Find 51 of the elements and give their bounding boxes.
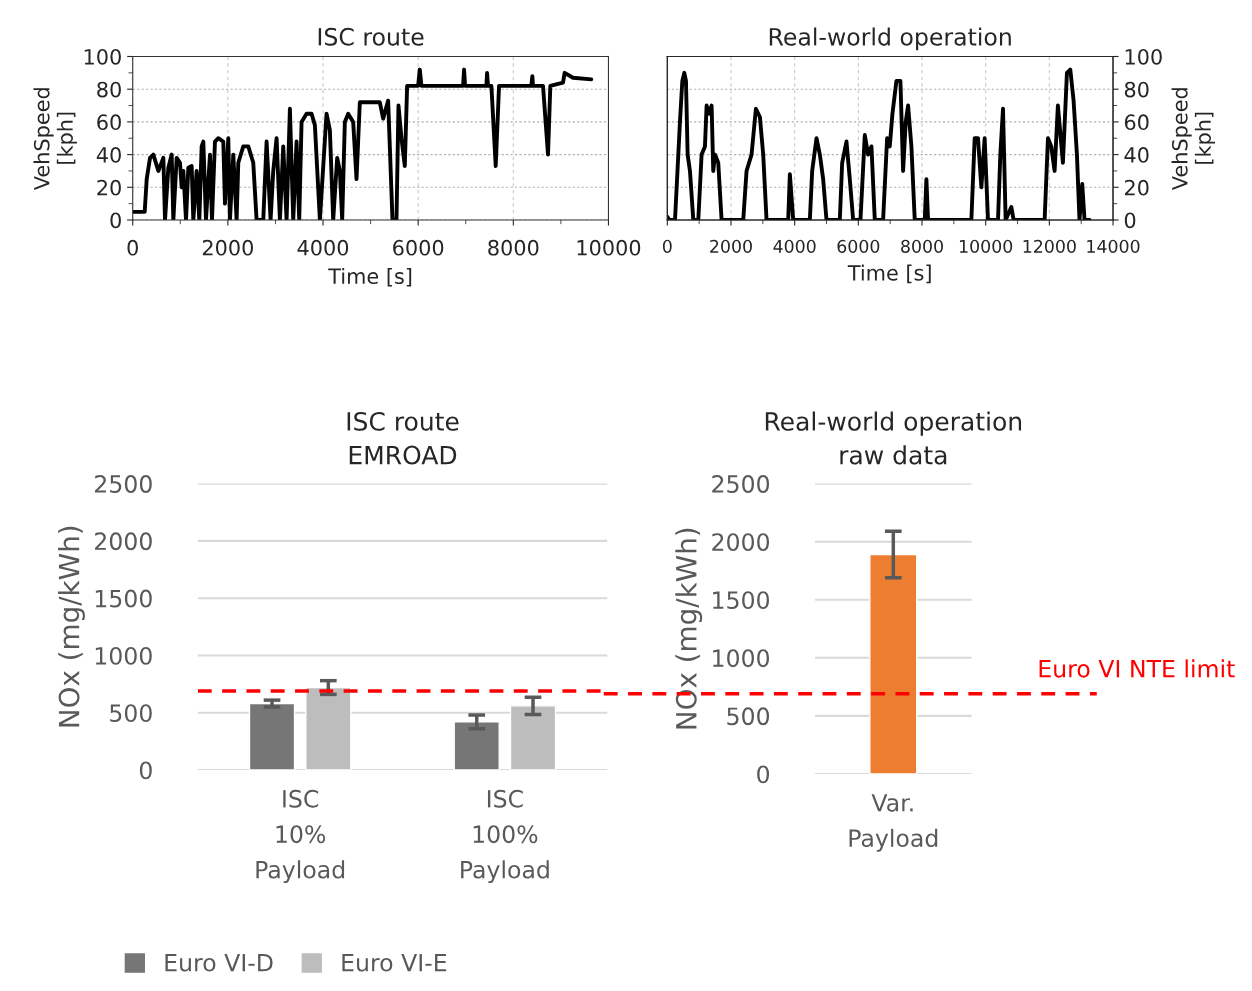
x-tick-label: 4000 <box>297 239 349 256</box>
y-tick-label: 20 <box>97 179 121 196</box>
y2-tick-label: 20 <box>1124 179 1149 196</box>
x-tick-label: 14000 <box>1087 239 1140 253</box>
y-tick-label: 2500 <box>95 475 152 493</box>
chart-title: ISC route EMROAD <box>347 411 459 465</box>
y2-axis-title: VehSpeed [kph] <box>1171 88 1216 191</box>
x-tick-label: 6000 <box>393 239 444 256</box>
y2-tick-label: 60 <box>1124 114 1149 131</box>
x-tick-label: 2000 <box>202 239 253 256</box>
x-tick-label: ISC 100% Payload <box>461 789 549 884</box>
y-tick-label: 0 <box>757 765 770 784</box>
y-tick-label: 2000 <box>95 532 152 551</box>
x-tick-label: 10000 <box>577 239 641 256</box>
y-tick-label: 0 <box>110 212 121 229</box>
y-tick-label: 80 <box>97 81 121 98</box>
y2-tick-label: 100 <box>1125 48 1162 65</box>
x-axis-title: Time [s] <box>847 264 931 284</box>
x-tick-label: Var. Payload <box>849 794 938 852</box>
y-axis-title: NOx (mg/kWh) <box>58 526 85 727</box>
x-tick-label: 8000 <box>488 239 539 256</box>
y-tick-label: 100 <box>84 48 121 65</box>
x-tick-label: ISC 10% Payload <box>256 789 345 884</box>
chart-title: ISC route <box>318 27 424 46</box>
x-tick-label: 12000 <box>1023 239 1076 253</box>
y-tick-label: 1500 <box>713 591 770 610</box>
y-tick-label: 1500 <box>95 589 152 608</box>
y-tick-label: 40 <box>96 147 121 163</box>
x-tick-label: 10000 <box>959 239 1013 253</box>
chart-title: Real-world operation raw data <box>765 411 1022 465</box>
y-tick-label: 60 <box>97 114 121 131</box>
x-tick-label: 8000 <box>901 239 943 253</box>
x-tick-label: 6000 <box>837 239 880 253</box>
y2-tick-label: 0 <box>1124 212 1136 229</box>
y-tick-label: 500 <box>727 707 770 726</box>
x-tick-label: 4000 <box>773 239 816 253</box>
legend-label: Euro VI-D <box>165 954 273 972</box>
legend-label: Euro VI-E <box>342 954 447 972</box>
y-tick-label: 2000 <box>712 533 770 551</box>
chart-title: Real-world operation <box>769 27 1011 51</box>
y-axis-title: VehSpeed [kph] <box>33 88 77 191</box>
y-tick-label: 500 <box>110 704 152 723</box>
y2-tick-label: 40 <box>1124 147 1149 163</box>
y-tick-label: 1000 <box>713 649 770 668</box>
y-tick-label: 2500 <box>712 475 770 493</box>
ref-line-label: Euro VI NTE limit <box>1039 659 1235 678</box>
x-tick-label: 0 <box>662 239 672 253</box>
y2-tick-label: 80 <box>1124 81 1149 98</box>
y-tick-label: 1000 <box>95 646 152 665</box>
y-tick-label: 0 <box>139 761 152 780</box>
x-axis-title: Time [s] <box>328 267 412 287</box>
